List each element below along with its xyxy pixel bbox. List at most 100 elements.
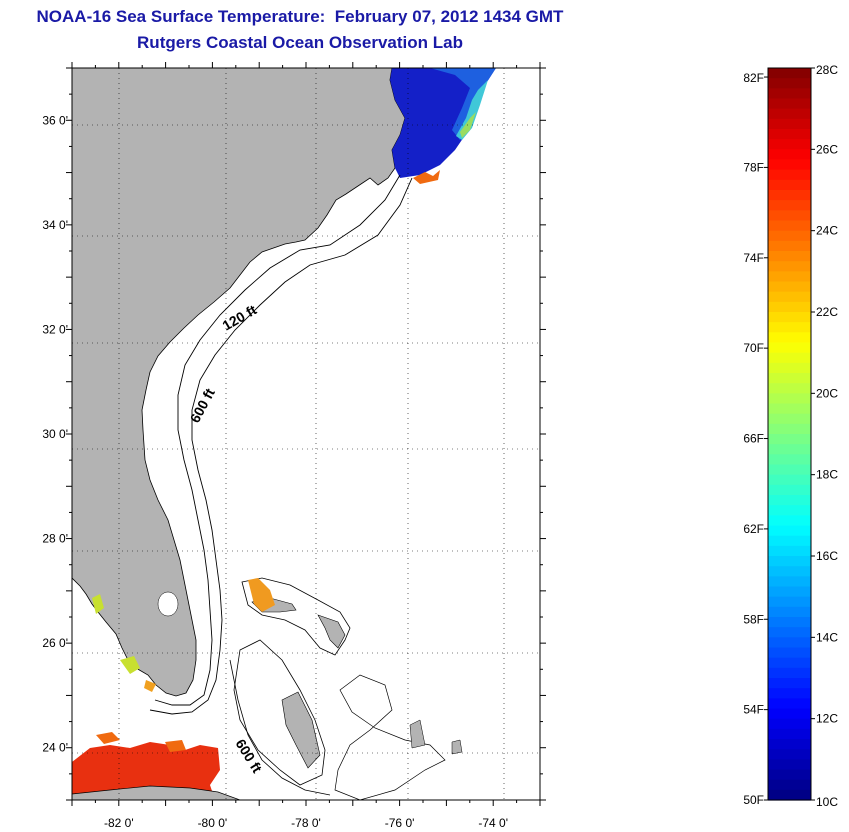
colorbar — [768, 68, 811, 801]
colorbar-band — [768, 271, 811, 283]
colorbar-band — [768, 586, 811, 598]
colorbar-label-fahrenheit: 50F — [743, 793, 764, 807]
colorbar-band — [768, 129, 811, 140]
colorbar-label-fahrenheit: 54F — [743, 703, 764, 717]
colorbar-band — [768, 68, 811, 79]
colorbar-band — [768, 312, 811, 323]
colorbar-band — [768, 505, 811, 516]
contour-bahamas-600ft — [229, 659, 331, 796]
bahamas-sst-orange — [248, 578, 275, 612]
colorbar-band — [768, 301, 811, 313]
colorbar-band — [768, 545, 811, 557]
colorbar-band — [768, 200, 811, 211]
lat-tick-label: 28 0' — [42, 532, 68, 546]
colorbar-band — [768, 352, 811, 364]
colorbar-band — [768, 413, 811, 425]
bahamas-land-andros — [281, 691, 321, 769]
colorbar-band — [768, 678, 811, 689]
colorbar-band — [768, 617, 811, 628]
colorbar-band — [768, 637, 811, 649]
colorbar-band — [768, 739, 811, 750]
sst-gulfstream-pixels — [413, 170, 440, 184]
lat-tick-label: 34 0' — [42, 218, 68, 232]
colorbar-label-fahrenheit: 78F — [743, 160, 764, 174]
colorbar-band — [768, 78, 811, 89]
colorbar-band — [768, 718, 811, 730]
lat-tick-label: 24 0' — [42, 741, 68, 755]
bahamas-bank-east — [334, 674, 446, 800]
colorbar-label-fahrenheit: 70F — [743, 341, 764, 355]
colorbar-band — [768, 606, 811, 618]
colorbar-band — [768, 98, 811, 110]
colorbar-label-celsius: 16C — [816, 549, 838, 563]
colorbar-band — [768, 576, 811, 588]
colorbar-band — [768, 749, 811, 760]
sst-nc-warm-edge — [456, 80, 488, 140]
latitude-labels: 36 0' 34 0' 32 0' 30 0' 28 0' 26 0' 24 0' — [42, 113, 68, 754]
colorbar-band — [768, 230, 811, 242]
colorbar-band — [768, 525, 811, 537]
colorbar-label-celsius: 12C — [816, 712, 838, 726]
colorbar-band — [768, 251, 811, 262]
lon-tick-label: -74 0' — [478, 816, 508, 830]
colorbar-band — [768, 535, 811, 547]
grid-lines — [72, 68, 540, 800]
colorbar-band — [768, 383, 811, 394]
colorbar-band — [768, 403, 811, 415]
lat-tick-label: 32 0' — [42, 322, 68, 336]
colorbar-band — [768, 657, 811, 669]
colorbar-band — [768, 108, 811, 120]
colorbar-band — [768, 373, 811, 384]
colorbar-label-fahrenheit: 58F — [743, 612, 764, 626]
colorbar-band — [768, 322, 811, 333]
colorbar-band — [768, 210, 811, 222]
longitude-labels: -82 0' -80 0' -78 0' -76 0' -74 0' — [104, 816, 508, 830]
colorbar-label-celsius: 20C — [816, 386, 838, 400]
sst-straits-orange — [96, 732, 186, 752]
colorbar-band — [768, 464, 811, 476]
colorbar-band — [768, 291, 811, 303]
sst-fl-keys-yellow — [92, 594, 140, 674]
lat-tick-label: 30 0' — [42, 427, 68, 441]
colorbar-labels: 28C 26C 24C 22C 20C 18C 16C 14C 12C 10C 82F 78F 74F 7… — [743, 63, 838, 809]
colorbar-band — [768, 281, 811, 293]
colorbar-band — [768, 139, 811, 150]
lon-tick-label: -80 0' — [198, 816, 228, 830]
colorbar-band — [768, 688, 811, 699]
lake-okeechobee — [157, 591, 179, 617]
colorbar-band — [768, 159, 811, 171]
colorbar-band — [768, 647, 811, 659]
chart-subtitle: Rutgers Coastal Ocean Observation Lab — [137, 33, 463, 52]
colorbar-band — [768, 220, 811, 232]
colorbar-label-celsius: 28C — [816, 63, 838, 77]
lon-tick-label: -78 0' — [291, 816, 321, 830]
colorbar-label-fahrenheit: 66F — [743, 432, 764, 446]
colorbar-band — [768, 779, 811, 791]
sst-florida-straits — [72, 742, 220, 800]
frame-ticks — [66, 62, 546, 806]
colorbar-band — [768, 179, 811, 191]
colorbar-band — [768, 332, 811, 344]
colorbar-band — [768, 566, 811, 577]
colorbar-band — [768, 393, 811, 405]
colorbar-band — [768, 759, 811, 771]
colorbar-band — [768, 789, 811, 801]
colorbar-band — [768, 434, 811, 445]
contour-120ft — [154, 174, 401, 706]
colorbar-band — [768, 240, 811, 252]
sst-fl-keys-orange — [144, 680, 156, 692]
colorbar-band — [768, 190, 811, 201]
colorbar-band — [768, 342, 811, 354]
colorbar-band — [768, 667, 811, 679]
colorbar-label-celsius: 22C — [816, 305, 838, 319]
colorbar-band — [768, 728, 811, 740]
colorbar-band — [768, 118, 811, 130]
colorbar-band — [768, 149, 811, 161]
colorbar-label-fahrenheit: 82F — [743, 71, 764, 85]
colorbar-band — [768, 708, 811, 720]
lat-tick-label: 26 0' — [42, 636, 68, 650]
colorbar-band — [768, 556, 811, 567]
colorbar-band — [768, 484, 811, 496]
colorbar-band — [768, 261, 811, 272]
